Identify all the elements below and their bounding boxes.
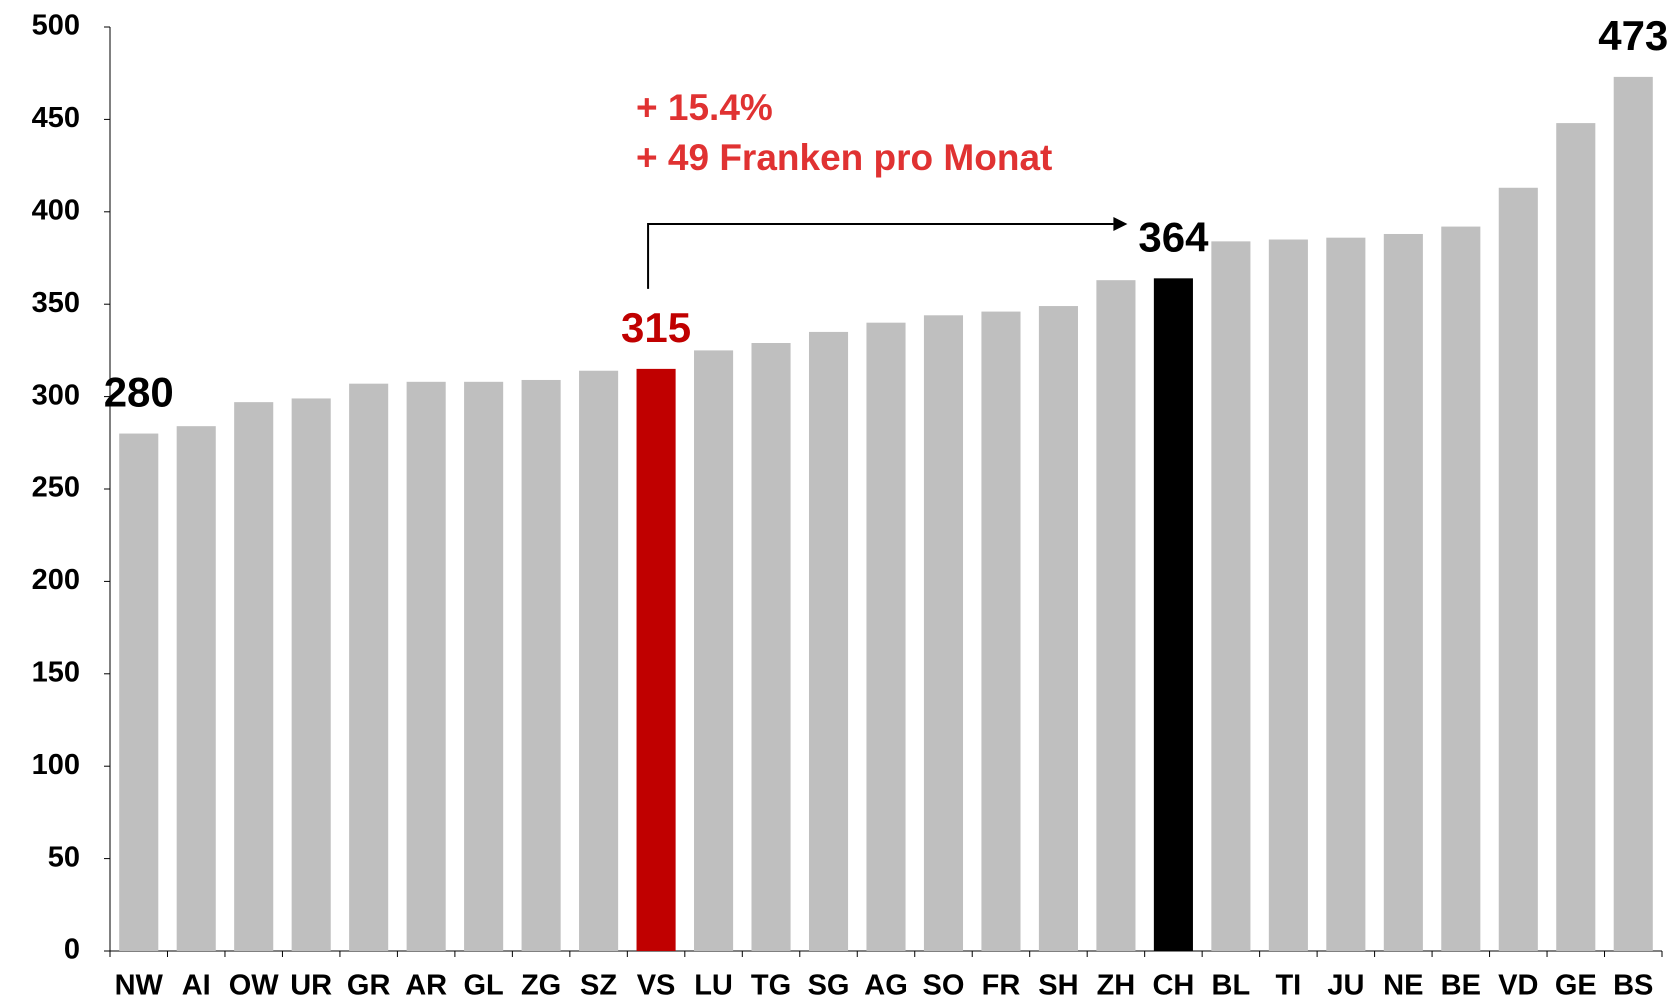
x-tick-label: SG [808, 970, 850, 1002]
annotation: + 15.4% [636, 87, 773, 128]
x-tick-label: GE [1555, 970, 1597, 1002]
bar [808, 331, 849, 951]
x-tick-label: VD [1498, 970, 1538, 1002]
y-tick-label: 0 [64, 934, 80, 966]
bar [694, 350, 734, 951]
y-tick-label: 500 [32, 10, 80, 42]
x-tick-label: VS [637, 970, 676, 1002]
bar [1211, 241, 1251, 952]
bar [1383, 233, 1423, 951]
y-tick-label: 350 [32, 287, 80, 319]
y-tick-label: 50 [48, 841, 80, 873]
bar [1498, 187, 1538, 951]
bar [866, 322, 906, 951]
x-tick-label: ZG [521, 970, 561, 1002]
bar [464, 381, 504, 951]
data-label: 315 [621, 304, 691, 351]
x-tick-label: TI [1275, 970, 1301, 1002]
y-tick-label: 300 [32, 379, 80, 411]
y-tick-label: 250 [32, 472, 80, 504]
x-tick-label: SZ [580, 970, 617, 1002]
x-tick-label: BE [1441, 970, 1481, 1002]
bar [1038, 306, 1078, 952]
bar [176, 426, 216, 952]
bar [291, 398, 331, 951]
bar [1556, 123, 1596, 951]
annotation: + 49 Franken pro Monat [636, 137, 1052, 178]
data-label: 473 [1598, 12, 1668, 59]
x-tick-label: UR [290, 970, 332, 1002]
y-tick-label: 450 [32, 102, 80, 134]
x-tick-label: TG [751, 970, 791, 1002]
bar [1326, 237, 1366, 951]
bar [234, 402, 274, 951]
bar [1613, 76, 1653, 952]
arrow [647, 223, 1114, 289]
bar [923, 315, 964, 952]
x-tick-label: NE [1383, 970, 1423, 1002]
x-tick-label: AG [864, 970, 908, 1002]
x-tick-label: GR [347, 970, 391, 1002]
x-tick-label: AI [182, 970, 211, 1002]
y-tick-label: 200 [32, 564, 80, 596]
x-tick-label: LU [694, 970, 733, 1002]
bar [981, 311, 1021, 951]
x-tick-label: JU [1327, 970, 1364, 1002]
y-tick-label: 100 [32, 749, 80, 781]
x-tick-label: AR [405, 970, 447, 1002]
x-tick-label: SO [923, 970, 965, 1002]
arrow-head [1113, 217, 1128, 231]
x-tick-label: FR [982, 970, 1021, 1002]
bar [579, 370, 619, 951]
x-tick-label: NW [115, 970, 164, 1002]
bar [406, 381, 446, 951]
x-tick-label: CH [1152, 970, 1194, 1002]
bar [636, 368, 676, 951]
x-tick-label: BS [1613, 970, 1653, 1002]
x-tick-label: SH [1038, 970, 1078, 1002]
x-tick-label: ZH [1097, 970, 1136, 1002]
bar [751, 343, 791, 951]
bar [1441, 226, 1481, 952]
bar [119, 433, 159, 951]
y-tick-label: 150 [32, 656, 80, 688]
data-label: 364 [1138, 213, 1209, 260]
x-tick-label: OW [229, 970, 280, 1002]
bar [1096, 280, 1136, 951]
y-tick-label: 400 [32, 194, 80, 226]
data-label: 280 [104, 369, 174, 416]
x-tick-label: GL [463, 970, 503, 1002]
bar [521, 379, 561, 951]
bar [1153, 278, 1193, 951]
x-tick-label: BL [1212, 970, 1251, 1002]
bar [1268, 239, 1308, 951]
bar [349, 383, 389, 951]
